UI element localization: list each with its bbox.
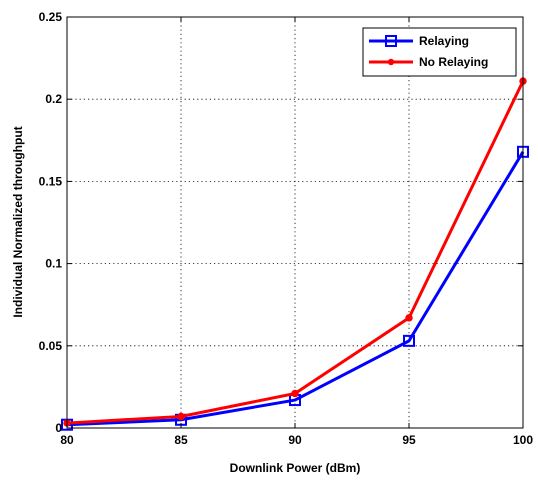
- legend-marker-no-relaying: [387, 58, 395, 66]
- series-group: [61, 77, 529, 431]
- legend-label-relaying: Relaying: [419, 34, 469, 48]
- legend: Relaying No Relaying: [362, 27, 517, 77]
- x-tick-label: 90: [288, 433, 302, 447]
- y-tick-label: 0.05: [39, 339, 63, 353]
- x-tick-label: 100: [513, 433, 533, 447]
- x-tick-label: 85: [174, 433, 188, 447]
- y-tick-label: 0.2: [45, 92, 62, 106]
- y-axis-label: Individual Normalized throughput: [11, 126, 25, 317]
- data-point-no-relaying: [177, 412, 185, 421]
- y-tick-label: 0.25: [39, 10, 63, 24]
- series-line-relaying: [66, 151, 525, 427]
- data-point-no-relaying: [405, 314, 413, 322]
- y-tick-label: 0.15: [39, 174, 63, 188]
- data-point-no-relaying: [291, 389, 299, 398]
- x-tick-label: 95: [402, 433, 416, 447]
- x-axis-label: Downlink Power (dBm): [230, 461, 361, 475]
- data-point-relaying: [403, 334, 415, 347]
- axis-ticks: 80 85 90 95 100 0 0.05 0.1 0.15 0.2 0.25: [39, 10, 534, 447]
- x-tick-label: 80: [60, 433, 74, 447]
- grid-lines: [67, 17, 523, 428]
- plot-area: [67, 17, 523, 428]
- legend-marker-relaying: [385, 35, 397, 47]
- y-tick-label: 0: [55, 421, 62, 435]
- y-tick-label: 0.1: [45, 257, 62, 271]
- legend-label-no-relaying: No Relaying: [419, 55, 488, 69]
